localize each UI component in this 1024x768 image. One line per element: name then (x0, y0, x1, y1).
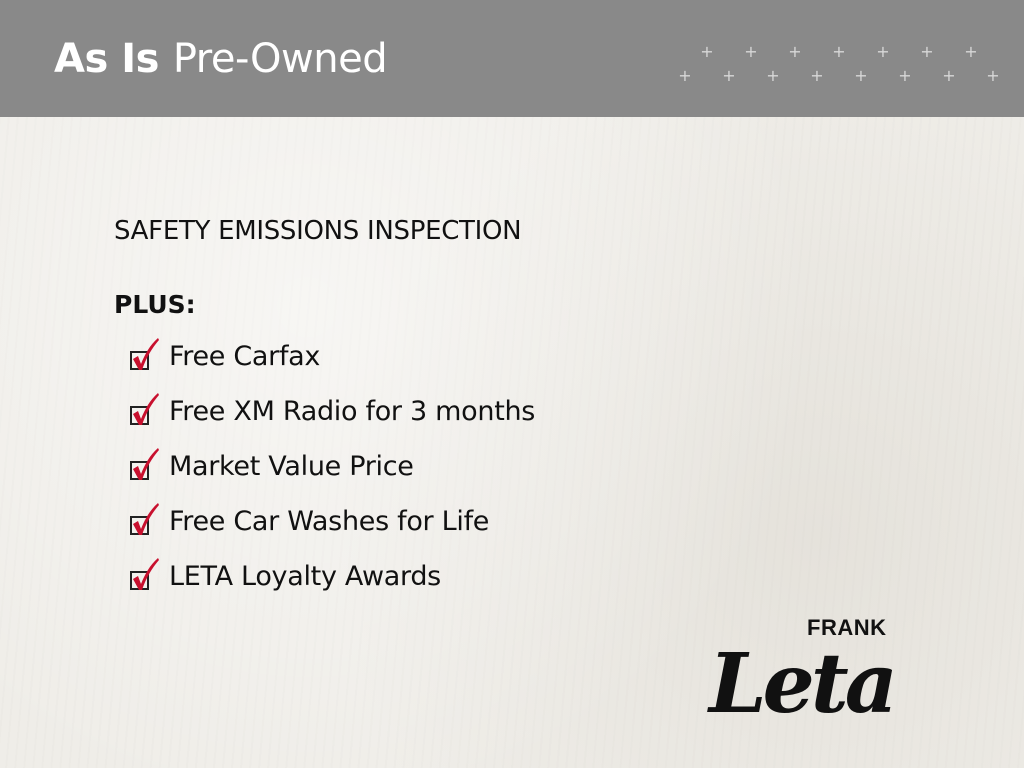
checkbox-icon (130, 392, 159, 425)
checklist-item-label: Free XM Radio for 3 months (169, 396, 536, 427)
logo-script: Leta (709, 636, 898, 732)
checklist-item: LETA Loyalty Awards (130, 557, 441, 593)
checkbox-icon (130, 337, 159, 370)
header-bar: As Is Pre-Owned + + + + + + + + + + + + + + + (0, 0, 1024, 117)
plus-label: PLUS: (114, 290, 196, 319)
title-rest: Pre-Owned (172, 36, 388, 82)
checkmark-icon (133, 502, 159, 535)
checklist-item: Market Value Price (130, 447, 414, 483)
plus-decoration: + (766, 66, 780, 85)
plus-decoration: + (722, 66, 736, 85)
page-title: As Is Pre-Owned (54, 36, 388, 82)
logo-frank: FRANK (807, 615, 887, 640)
checkmark-icon (133, 557, 159, 590)
checkbox-icon (130, 447, 159, 480)
plus-decoration: + (920, 42, 934, 61)
plus-decoration: + (788, 42, 802, 61)
checklist-item: Free Carfax (130, 337, 321, 373)
checklist-item: Free Car Washes for Life (130, 502, 490, 538)
checklist-item-label: Free Carfax (169, 341, 321, 372)
checklist-item-label: Free Car Washes for Life (169, 506, 490, 537)
plus-decoration: + (942, 66, 956, 85)
checkbox-icon (130, 502, 159, 535)
checkmark-icon (133, 447, 159, 480)
plus-decoration: + (854, 66, 868, 85)
plus-decoration: + (678, 66, 692, 85)
plus-decoration: + (810, 66, 824, 85)
checklist-item-label: Market Value Price (169, 451, 414, 482)
plus-decoration: + (744, 42, 758, 61)
checklist-item-label: LETA Loyalty Awards (169, 561, 441, 592)
plus-decoration: + (700, 42, 714, 61)
frank-leta-logo: FRANK Leta (705, 612, 920, 727)
plus-decoration: + (876, 42, 890, 61)
checkmark-icon (133, 392, 159, 425)
plus-decoration: + (986, 66, 1000, 85)
plus-decoration: + (964, 42, 978, 61)
plus-decoration: + (832, 42, 846, 61)
plus-decoration: + (898, 66, 912, 85)
title-bold: As Is (54, 36, 159, 82)
section-heading: SAFETY EMISSIONS INSPECTION (114, 216, 522, 246)
checklist-item: Free XM Radio for 3 months (130, 392, 536, 428)
checkbox-icon (130, 557, 159, 590)
checkmark-icon (133, 337, 159, 370)
